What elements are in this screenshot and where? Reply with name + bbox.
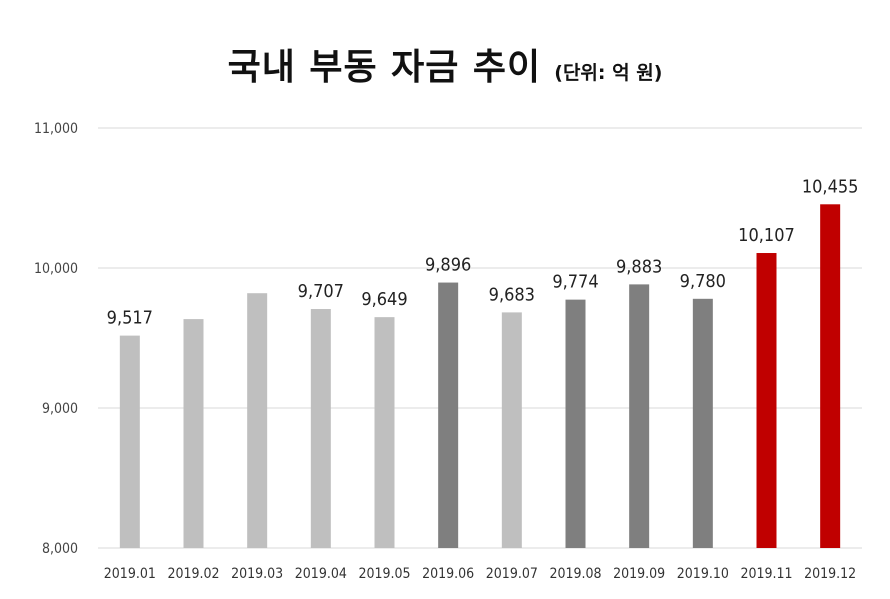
x-category-label: 2019.09 — [613, 566, 665, 582]
bar — [692, 298, 713, 548]
bar — [374, 317, 395, 548]
x-category-label: 2019.02 — [167, 566, 219, 582]
data-label: 9,774 — [552, 272, 598, 293]
x-category-label: 2019.07 — [486, 566, 538, 582]
gridlines — [98, 127, 862, 549]
bar — [310, 309, 331, 548]
x-category-label: 2019.06 — [422, 566, 474, 582]
x-category-label: 2019.08 — [549, 566, 601, 582]
chart-unit-label: (단위: 억 원) — [554, 62, 663, 84]
chart-title: 국내 부동 자금 추이 — [227, 47, 542, 88]
x-category-label: 2019.01 — [104, 566, 156, 582]
bar — [820, 204, 841, 549]
data-label: 9,883 — [616, 256, 662, 277]
y-tick-label: 11,000 — [34, 121, 78, 137]
bar — [247, 293, 268, 548]
bar — [438, 282, 459, 548]
x-category-label: 2019.11 — [740, 566, 792, 582]
x-category-label: 2019.03 — [231, 566, 283, 582]
y-tick-label: 9,000 — [42, 401, 78, 417]
bar — [119, 335, 140, 548]
chart-title-block: 국내 부동 자금 추이 (단위: 억 원) — [0, 38, 890, 90]
data-label: 9,780 — [680, 271, 726, 292]
bar — [501, 312, 522, 548]
x-category-label: 2019.10 — [677, 566, 729, 582]
y-tick-label: 10,000 — [34, 261, 78, 277]
x-category-label: 2019.12 — [804, 566, 856, 582]
data-label: 10,455 — [802, 176, 859, 197]
data-label: 9,707 — [298, 281, 344, 302]
data-label: 10,107 — [738, 225, 795, 246]
bar — [756, 253, 777, 548]
data-label: 9,683 — [489, 284, 535, 305]
x-category-label: 2019.05 — [358, 566, 410, 582]
bar — [629, 284, 650, 548]
bar — [183, 319, 204, 548]
data-label: 9,517 — [107, 308, 153, 329]
data-labels: 9,517 9,707 9,649 9,896 9,683 9,774 9,883 9,780… — [107, 176, 859, 328]
bars — [119, 204, 841, 549]
x-category-label: 2019.04 — [295, 566, 347, 582]
bar — [565, 299, 586, 548]
y-tick-label: 8,000 — [42, 541, 78, 557]
y-axis-ticks: 8,000 9,000 10,000 11,000 — [34, 121, 78, 557]
x-axis-categories: 2019.01 2019.02 2019.03 2019.04 2019.05 2019.… — [104, 566, 856, 582]
data-label: 9,649 — [361, 289, 407, 310]
data-label: 9,896 — [425, 255, 471, 276]
